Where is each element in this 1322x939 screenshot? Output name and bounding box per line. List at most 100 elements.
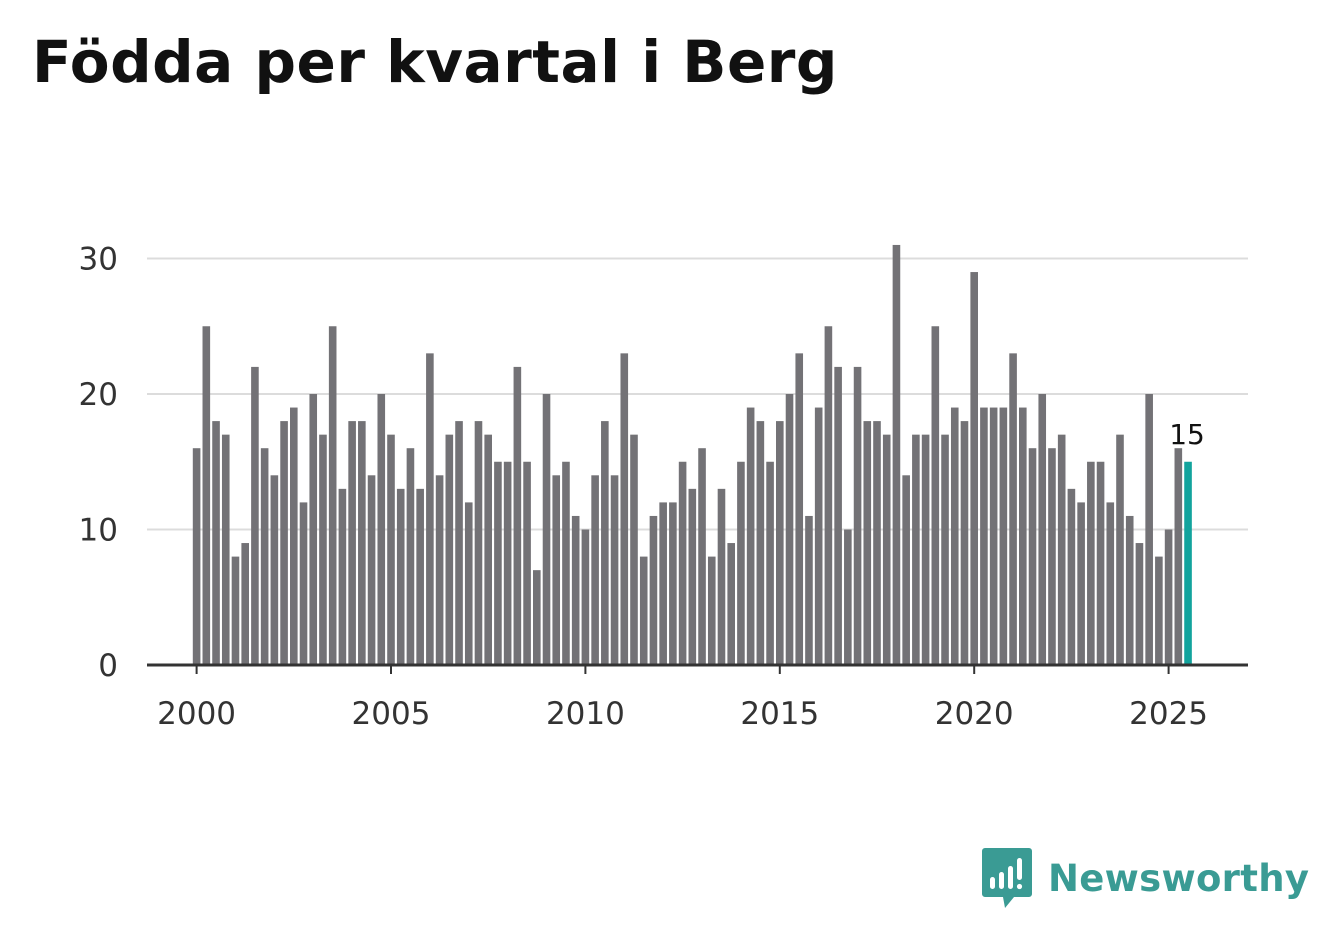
bar-2006-q1	[426, 353, 434, 665]
bar-2014-q1	[737, 461, 745, 665]
bar-2009-q2	[552, 475, 561, 665]
bar-2022-q1	[1048, 448, 1056, 665]
bar-2012-q2	[669, 502, 677, 665]
y-tick-label-20: 20	[79, 377, 118, 413]
bar-2012-q1	[659, 502, 667, 665]
bar-2024-q4	[1155, 556, 1163, 665]
bar-2003-q3	[328, 326, 337, 665]
bar-2000-q1	[192, 448, 201, 665]
bar-2008-q2	[513, 366, 522, 665]
bar-2007-q3	[484, 434, 492, 665]
bar-2018-q1	[892, 244, 901, 665]
bar-2006-q2	[435, 475, 444, 665]
bar-2016-q4	[844, 529, 852, 665]
bar-2004-q4	[377, 394, 386, 665]
bar-2000-q2	[202, 326, 211, 665]
bar-2018-q3	[912, 434, 920, 665]
bar-2025-q1	[1164, 529, 1173, 665]
bar-2012-q4	[688, 488, 697, 665]
bar-2022-q3	[1067, 488, 1076, 665]
bar-2005-q2	[396, 488, 405, 665]
newsworthy-logo-icon	[982, 848, 1032, 908]
bar-2012-q3	[678, 461, 687, 665]
bar-2002-q2	[280, 421, 288, 665]
bar-2018-q4	[921, 434, 930, 665]
bar-2024-q2	[1135, 543, 1144, 665]
bar-2002-q3	[290, 407, 298, 665]
bar-2009-q4	[571, 515, 580, 665]
bar-2002-q4	[299, 502, 308, 665]
bar-2004-q3	[367, 475, 376, 665]
bar-2023-q2	[1096, 461, 1105, 665]
bar-2025-q3	[1184, 461, 1192, 665]
y-tick-label-0: 0	[98, 648, 118, 684]
bar-2022-q4	[1077, 502, 1085, 665]
bar-2016-q1	[814, 407, 823, 665]
bar-2021-q4	[1038, 394, 1047, 665]
bar-2017-q2	[863, 421, 872, 665]
bar-2004-q1	[348, 421, 356, 665]
bar-2010-q1	[581, 529, 590, 665]
bar-2005-q4	[416, 488, 424, 665]
bar-2021-q1	[1009, 353, 1017, 665]
bar-2007-q1	[464, 502, 473, 665]
bar-2024-q3	[1145, 394, 1153, 665]
x-tick-label-2025: 2025	[1129, 696, 1208, 732]
labels: 0 10 20 30 2000 2005 2010 2015 2020 2025 15	[79, 242, 1209, 733]
bar-2001-q1	[231, 556, 240, 665]
bar-2010-q3	[601, 421, 609, 665]
bar-2024-q1	[1125, 515, 1134, 665]
bar-2001-q4	[260, 448, 269, 665]
bar-2016-q2	[824, 326, 833, 665]
bar-2017-q1	[853, 366, 862, 665]
bar-2023-q1	[1087, 461, 1095, 665]
bar-2008-q4	[533, 570, 541, 665]
bar-2019-q3	[950, 407, 959, 665]
bar-2020-q2	[980, 407, 988, 665]
y-tick-label-30: 30	[79, 242, 118, 278]
bar-2013-q2	[707, 556, 716, 665]
bar-2013-q1	[698, 448, 706, 665]
bar-2014-q4	[766, 461, 774, 665]
bar-2013-q3	[717, 488, 726, 665]
axes	[147, 663, 1248, 674]
bar-2009-q3	[562, 461, 570, 665]
bar-2005-q3	[406, 448, 415, 665]
brand-logo: Newsworthy	[982, 846, 1309, 910]
bar-2017-q3	[873, 421, 881, 665]
bar-2014-q2	[746, 407, 755, 665]
bar-2016-q3	[834, 366, 842, 665]
bar-2023-q3	[1106, 502, 1115, 665]
bar-2003-q2	[319, 434, 327, 665]
bar-2020-q3	[989, 407, 998, 665]
bar-2005-q1	[387, 434, 395, 665]
bar-2023-q4	[1116, 434, 1124, 665]
bar-2019-q1	[931, 326, 940, 665]
brand-name: Newsworthy	[1048, 856, 1310, 900]
bar-2014-q3	[756, 421, 765, 665]
bar-2000-q4	[221, 434, 230, 665]
bar-2001-q3	[251, 366, 259, 665]
bar-2010-q4	[610, 475, 619, 665]
bar-2000-q3	[212, 421, 220, 665]
y-tick-label-10: 10	[79, 513, 118, 549]
bar-2007-q2	[474, 421, 483, 665]
last-value-label: 15	[1169, 418, 1205, 451]
bar-2011-q4	[649, 515, 658, 665]
bar-2004-q2	[358, 421, 366, 665]
bar-2015-q3	[795, 353, 804, 665]
bar-2015-q4	[805, 515, 813, 665]
chart-title: Födda per kvartal i Berg	[32, 28, 838, 96]
bar-2002-q1	[270, 475, 279, 665]
bar-2019-q2	[941, 434, 949, 665]
bar-2020-q4	[999, 407, 1008, 665]
bar-2025-q2	[1174, 448, 1183, 665]
bar-2006-q3	[445, 434, 454, 665]
bar-2011-q1	[620, 353, 629, 665]
x-tick-label-2000: 2000	[157, 696, 236, 732]
bar-2011-q2	[630, 434, 638, 665]
bar-2003-q1	[309, 394, 318, 665]
bar-2008-q3	[523, 461, 531, 665]
bar-2006-q4	[455, 421, 463, 665]
bar-2015-q2	[785, 394, 794, 665]
